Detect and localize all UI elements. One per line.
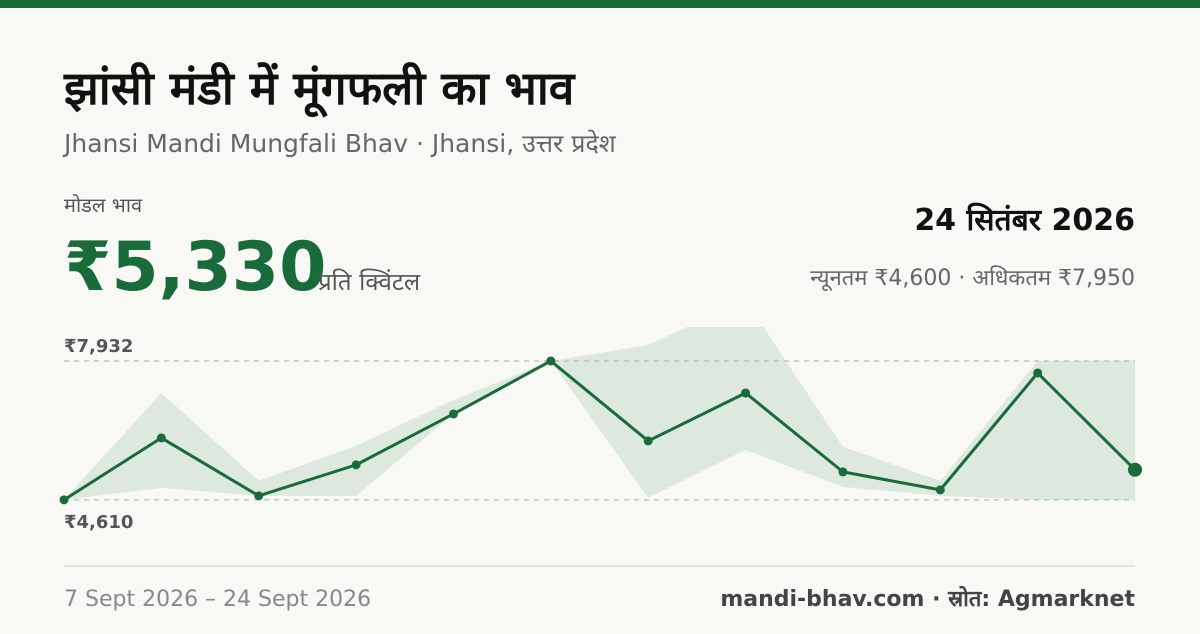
top-bar <box>0 0 1200 8</box>
y-tick-label: ₹4,610 <box>64 512 133 533</box>
footer-range: 7 Sept 2026 – 24 Sept 2026 <box>64 587 371 612</box>
price-point <box>448 409 458 419</box>
price-point <box>643 436 653 446</box>
subtitle: Jhansi Mandi Mungfali Bhav · Jhansi, उत्… <box>62 129 617 158</box>
price-point <box>351 460 361 470</box>
price-line <box>63 359 1137 502</box>
price-point <box>935 485 945 495</box>
plot <box>64 327 1135 501</box>
price-label: मोडल भाव <box>64 193 143 217</box>
y-tick-label: ₹7,932 <box>64 336 133 357</box>
footer-source: mandi-bhav.com · स्रोत: Agmarknet <box>720 585 1135 612</box>
overlay: ₹7,932 ₹4,610 <box>59 336 1142 533</box>
price-unit: प्रति क्विंटल <box>318 268 421 296</box>
title: झांसी मंडी में मूंगफली का भाव <box>63 61 576 118</box>
price-point <box>546 356 556 366</box>
price-point <box>741 388 751 398</box>
price-point <box>156 433 166 443</box>
price-value: ₹5,330 <box>64 228 326 307</box>
price-point <box>59 495 69 505</box>
min-max: न्यूनतम ₹4,600 · अधिकतम ₹7,950 <box>810 265 1135 292</box>
price-point <box>1128 462 1142 477</box>
price-point <box>1033 368 1043 378</box>
price-point <box>254 491 264 501</box>
date: 24 सितंबर 2026 <box>914 202 1135 238</box>
price-range-band <box>64 327 1135 501</box>
price-point <box>838 467 848 477</box>
